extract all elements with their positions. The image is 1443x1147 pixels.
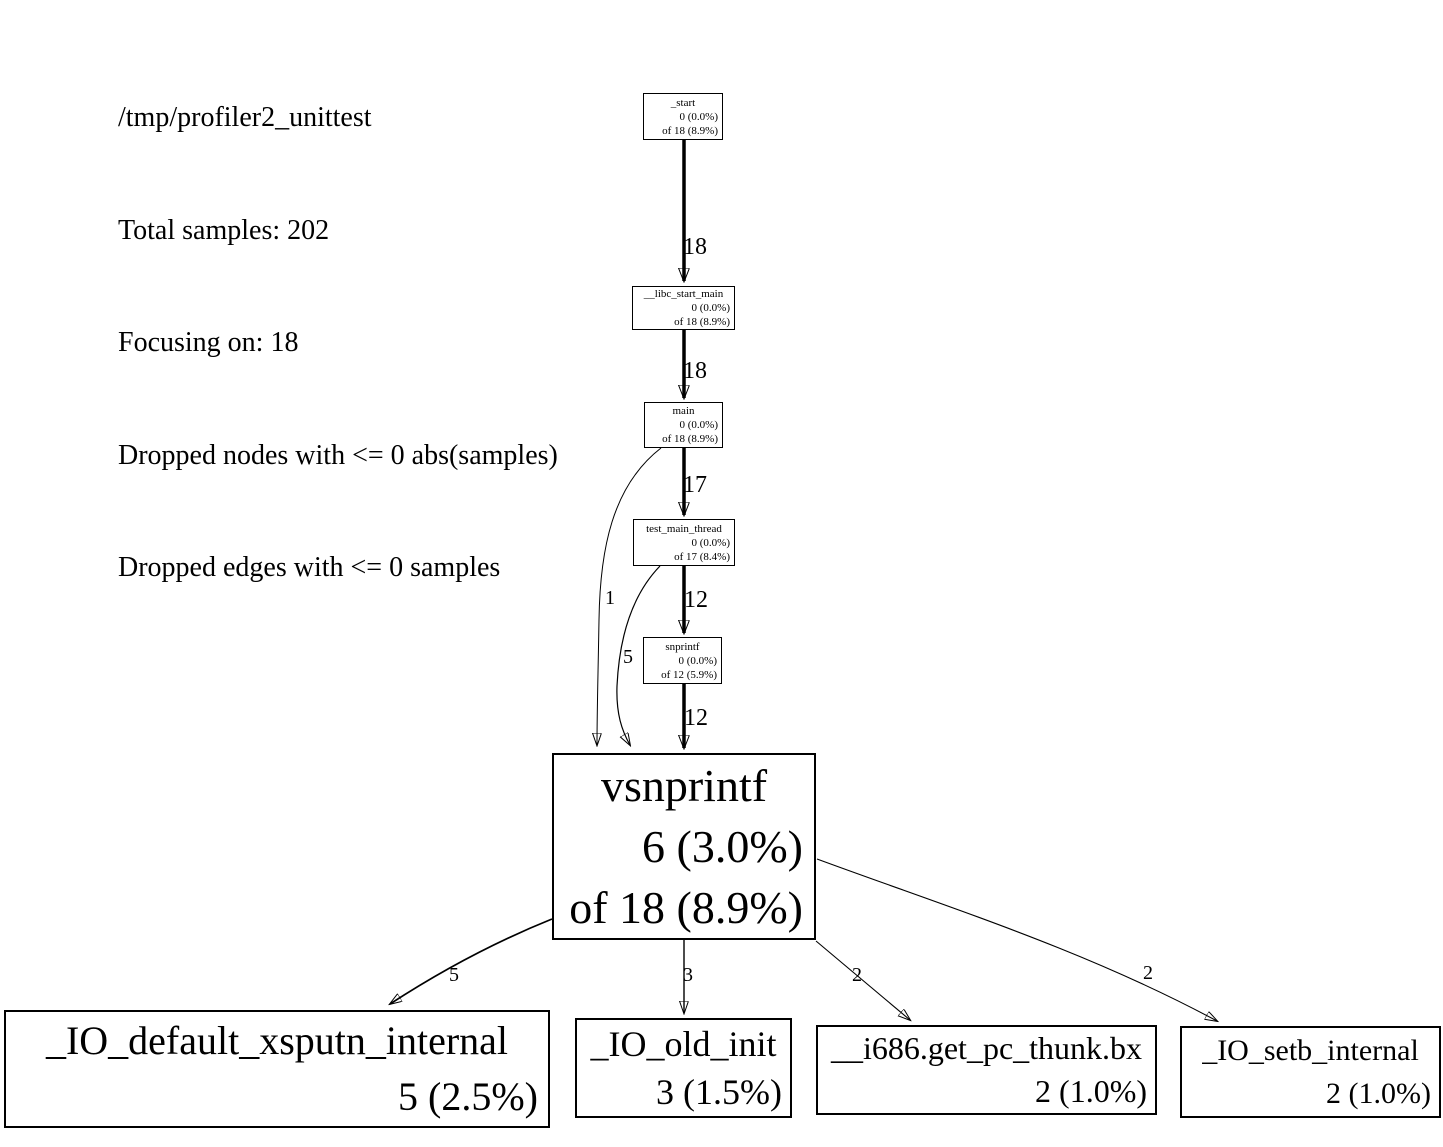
node-libc-name: __libc_start_main (643, 288, 724, 300)
node-snprintf-self: 0 (0.0%) (678, 654, 718, 667)
node-main-self: 0 (0.0%) (679, 419, 719, 431)
edge-vsnprintf-setb (816, 858, 1217, 1021)
node-oldinit-self: 3 (1.5%) (656, 1072, 782, 1112)
edge-label-vsnprintf-i686: 2 (852, 964, 862, 986)
node-main: main 0 (0.0%) of 18 (8.9%) (644, 402, 723, 448)
edge-label-snprintf-vsnprintf: 12 (684, 705, 708, 731)
node-xsputn-name: _IO_default_xsputn_internal (45, 1018, 509, 1063)
edge-vsnprintf-i686 (815, 940, 910, 1020)
node-test-main-thread: test_main_thread 0 (0.0%) of 17 (8.4%) (633, 519, 735, 566)
node-vsnprintf-self: 6 (3.0%) (642, 821, 803, 872)
node-snprintf-total: of 12 (5.9%) (661, 668, 717, 681)
node-io-old-init: _IO_old_init 3 (1.5%) (575, 1018, 792, 1118)
node-start-self: 0 (0.0%) (679, 110, 719, 123)
node-setb-self: 2 (1.0%) (1326, 1077, 1431, 1110)
total-samples-line: Total samples: 202 (118, 214, 330, 246)
node-i686-get-pc-thunk-bx: __i686.get_pc_thunk.bx 2 (1.0%) (816, 1025, 1157, 1115)
node-xsputn-self: 5 (2.5%) (398, 1074, 538, 1119)
node-libc-start-main: __libc_start_main 0 (0.0%) of 18 (8.9%) (632, 286, 735, 330)
node-snprintf: snprintf 0 (0.0%) of 12 (5.9%) (643, 637, 722, 684)
graph-header: /tmp/profiler2_unittest Total samples: 2… (118, 24, 558, 662)
node-i686-self: 2 (1.0%) (1035, 1073, 1147, 1109)
edge-test-vsnprintf (616, 565, 661, 745)
node-test-name: test_main_thread (646, 522, 722, 535)
edge-label-libc-main: 18 (683, 358, 707, 384)
node-io-default-xsputn-internal: _IO_default_xsputn_internal 5 (2.5%) (4, 1010, 550, 1128)
binary-path: /tmp/profiler2_unittest (118, 102, 372, 133)
node-test-self: 0 (0.0%) (691, 536, 731, 549)
dropped-nodes-line: Dropped nodes with <= 0 abs(samples) (118, 439, 558, 471)
edge-vsnprintf-xsputn (390, 918, 553, 1004)
node-main-name: main (672, 405, 695, 417)
edge-label-vsnprintf-setb: 2 (1143, 962, 1153, 984)
edge-label-vsnprintf-xsputn: 5 (449, 964, 459, 986)
node-main-total: of 18 (8.9%) (662, 433, 718, 445)
edge-label-vsnprintf-oldinit: 3 (683, 964, 693, 986)
node-start-name: _start (670, 96, 696, 109)
node-setb-name: _IO_setb_internal (1202, 1034, 1419, 1067)
node-libc-self: 0 (0.0%) (691, 302, 731, 314)
focusing-line: Focusing on: 18 (118, 327, 299, 358)
node-libc-total: of 18 (8.9%) (674, 316, 730, 328)
node-io-setb-internal: _IO_setb_internal 2 (1.0%) (1180, 1026, 1441, 1118)
edge-label-test-vsnprintf: 5 (623, 646, 633, 668)
edge-label-main-test: 17 (683, 472, 707, 498)
node-test-total: of 17 (8.4%) (674, 550, 730, 563)
node-snprintf-name: snprintf (665, 640, 700, 653)
node-vsnprintf-name: vsnprintf (600, 760, 768, 811)
edge-label-start-libc: 18 (683, 234, 707, 260)
edge-label-test-snprintf: 12 (684, 587, 708, 613)
edge-main-vsnprintf (597, 447, 662, 745)
dropped-edges-line: Dropped edges with <= 0 samples (118, 552, 501, 583)
node-start-total: of 18 (8.9%) (662, 124, 718, 137)
node-vsnprintf: vsnprintf 6 (3.0%) of 18 (8.9%) (552, 753, 816, 940)
node-vsnprintf-total: of 18 (8.9%) (569, 882, 803, 933)
node-start: _start 0 (0.0%) of 18 (8.9%) (643, 93, 723, 140)
edge-label-main-vsnprintf: 1 (605, 587, 615, 609)
node-i686-name: __i686.get_pc_thunk.bx (830, 1030, 1143, 1066)
node-oldinit-name: _IO_old_init (590, 1024, 777, 1064)
